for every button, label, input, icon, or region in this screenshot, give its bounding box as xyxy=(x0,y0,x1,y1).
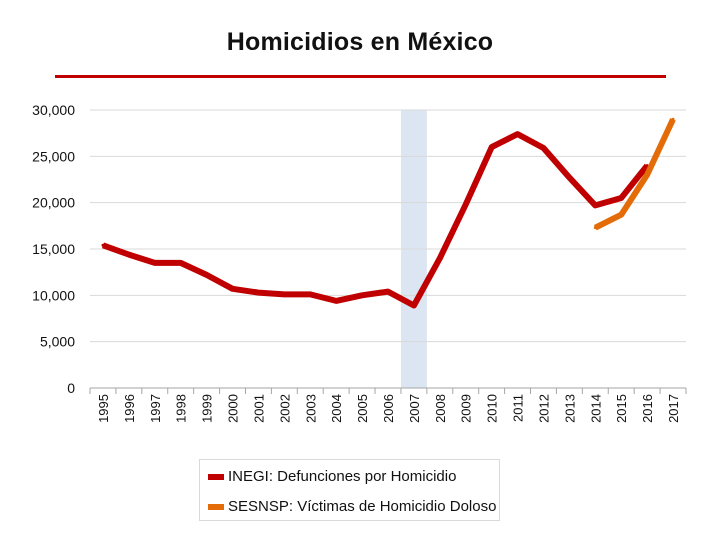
data-point-0-1998 xyxy=(179,261,183,265)
x-tick-label: 2003 xyxy=(303,394,318,423)
legend-label-sesnsp: SESNSP: Víctimas de Homicidio Doloso xyxy=(228,498,497,515)
x-tick-label: 2014 xyxy=(588,394,603,423)
y-tick-label: 0 xyxy=(67,380,75,396)
data-point-0-2009 xyxy=(464,203,468,207)
data-point-0-2011 xyxy=(516,132,520,136)
data-point-0-1996 xyxy=(127,253,131,257)
data-point-0-2013 xyxy=(567,176,571,180)
x-tick-label: 2016 xyxy=(640,394,655,423)
x-tick-label: 1999 xyxy=(200,394,215,423)
y-tick-label: 15,000 xyxy=(32,241,75,257)
x-tick-label: 2001 xyxy=(251,394,266,423)
data-point-0-2000 xyxy=(231,287,235,291)
data-point-0-2007 xyxy=(412,304,416,308)
legend-swatch-inegi xyxy=(208,473,224,480)
title-underline xyxy=(55,75,666,78)
y-tick-label: 10,000 xyxy=(32,287,75,303)
data-point-0-2014 xyxy=(593,203,597,207)
y-tick-label: 5,000 xyxy=(40,334,75,350)
data-point-0-2008 xyxy=(438,256,442,260)
x-tick-label: 2015 xyxy=(614,394,629,423)
legend-item-inegi: INEGI: Defunciones por Homicidio xyxy=(208,468,456,485)
series-line-0 xyxy=(101,131,650,309)
x-tick-label: 2005 xyxy=(355,394,370,423)
x-tick-label: 1997 xyxy=(148,394,163,423)
data-point-0-1999 xyxy=(205,273,209,277)
legend-swatch-sesnsp xyxy=(208,503,224,510)
data-point-0-1995 xyxy=(101,243,105,247)
legend-item-sesnsp: SESNSP: Víctimas de Homicidio Doloso xyxy=(208,498,496,515)
x-tick-label: 2009 xyxy=(459,394,474,423)
data-point-0-2012 xyxy=(541,146,545,150)
y-tick-label: 20,000 xyxy=(32,195,75,211)
data-point-0-2006 xyxy=(386,290,390,294)
series-line-1 xyxy=(593,118,676,231)
x-tick-label: 2011 xyxy=(511,394,526,422)
x-tick-label: 2013 xyxy=(562,394,577,423)
legend-label-inegi: INEGI: Defunciones por Homicidio xyxy=(228,468,457,485)
data-point-1-2015 xyxy=(619,213,623,217)
x-tick-label: 2017 xyxy=(666,394,681,423)
x-tick-label: 2008 xyxy=(433,394,448,423)
data-point-0-2005 xyxy=(360,293,364,297)
data-point-1-2014 xyxy=(593,226,597,230)
x-tick-label: 2012 xyxy=(536,394,551,423)
data-point-0-2002 xyxy=(282,292,286,296)
y-tick-label: 30,000 xyxy=(32,102,75,118)
data-point-0-1997 xyxy=(153,261,157,265)
data-point-0-2010 xyxy=(490,145,494,149)
data-point-1-2017 xyxy=(671,117,675,121)
data-point-0-2015 xyxy=(619,196,623,200)
data-point-0-2003 xyxy=(308,292,312,296)
data-point-0-2001 xyxy=(256,291,260,295)
x-tick-label: 1996 xyxy=(122,394,137,423)
x-tick-label: 2000 xyxy=(226,394,241,423)
chart-title: Homicidios en México xyxy=(226,28,494,56)
x-tick-label: 2006 xyxy=(381,394,396,423)
x-tick-label: 1995 xyxy=(96,394,111,423)
x-tick-label: 2004 xyxy=(329,394,344,423)
y-tick-label: 25,000 xyxy=(32,148,75,164)
chart-legend: INEGI: Defunciones por Homicidio SESNSP:… xyxy=(199,459,500,521)
x-tick-label: 1998 xyxy=(174,394,189,423)
x-tick-label: 2002 xyxy=(277,394,292,423)
x-tick-label: 2007 xyxy=(407,394,422,423)
x-tick-label: 2010 xyxy=(485,394,500,423)
data-point-1-2016 xyxy=(645,173,649,177)
data-point-0-2004 xyxy=(334,299,338,303)
